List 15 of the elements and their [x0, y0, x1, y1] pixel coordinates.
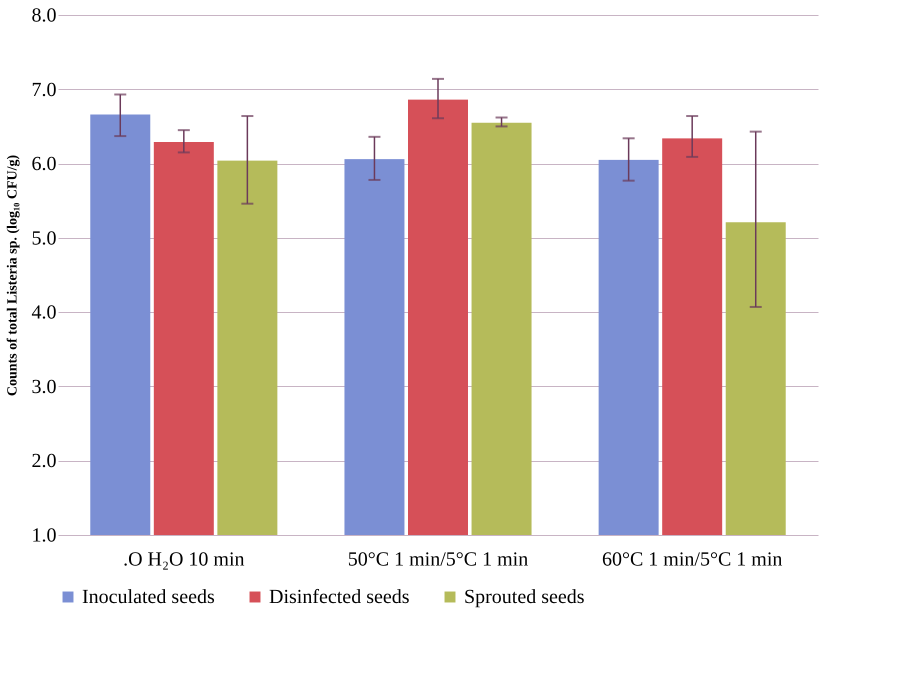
y-tick-label: 1.0: [32, 524, 56, 546]
y-tick-label: 3.0: [32, 376, 56, 398]
legend-label: Inoculated seeds: [82, 586, 215, 608]
y-tick-label: 5.0: [32, 227, 56, 250]
y-tick-label: 7.0: [32, 78, 56, 101]
legend-label: Disinfected seeds: [269, 586, 410, 608]
y-tick-label: 8.0: [32, 4, 56, 26]
y-tick-label: 4.0: [32, 302, 56, 324]
x-tick-label: 50°C 1 min/5°C 1 min: [348, 548, 528, 570]
y-tick-label: 6.0: [32, 153, 56, 176]
legend-label: Sprouted seeds: [464, 586, 585, 608]
y-axis-title: Counts of total Listeria sp. (log₁₀ CFU/g): [6, 154, 20, 396]
y-tick-label: 2.0: [32, 450, 56, 472]
x-tick-label: .O H₂O 10 min: [123, 548, 245, 570]
x-tick-label: 60°C 1 min/5°C 1 min: [602, 548, 782, 570]
